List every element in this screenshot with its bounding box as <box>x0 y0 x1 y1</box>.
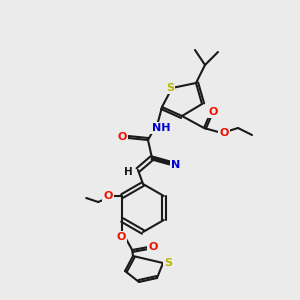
Text: O: O <box>117 132 127 142</box>
Text: O: O <box>219 128 229 138</box>
Text: S: S <box>166 83 174 93</box>
Text: O: O <box>208 107 218 117</box>
Text: O: O <box>116 232 126 242</box>
Text: O: O <box>103 191 113 201</box>
Text: O: O <box>148 242 158 252</box>
Text: H: H <box>124 167 132 177</box>
Text: NH: NH <box>152 123 170 133</box>
Text: N: N <box>171 160 181 170</box>
Text: S: S <box>164 258 172 268</box>
